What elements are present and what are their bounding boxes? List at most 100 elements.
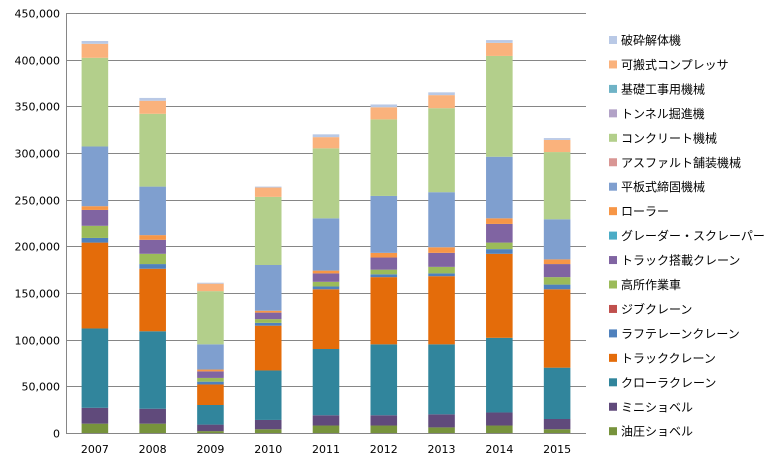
legend-swatch [609,256,617,265]
bar-segment [370,107,398,120]
bar-segment [428,427,455,433]
bar-segment [370,277,398,345]
legend-label: 基礎工事用機械 [621,81,705,96]
bar-segment [486,425,513,433]
bar-segment [543,289,571,368]
legend-label: 油圧ショベル [621,425,693,439]
legend-item: トンネル掘進機 [609,106,705,121]
bar-segment [543,367,571,419]
bar-segment [428,266,455,274]
bar-segment [312,286,340,290]
bar-segment [312,273,340,282]
bar-segment [254,325,282,371]
bar-segment [81,225,109,238]
y-tick-label: 400,000 [15,55,61,68]
bar-segment [370,104,398,108]
legend-swatch [609,84,617,93]
bar-segment [543,277,571,285]
bar-segment [139,408,166,424]
legend-item: ラフテレーンクレーン [609,327,740,341]
bar-segment [139,268,166,332]
bar-segment [486,42,513,56]
y-tick-label: 0 [53,428,60,441]
bar-segment [428,95,455,109]
bar-segment [486,55,513,157]
bar-segment [370,274,398,278]
bar-segment [139,186,166,236]
bar-segment [370,195,398,253]
bar-segment [312,137,340,149]
x-tick-label: 2013 [428,443,456,456]
bar-segment [139,235,166,240]
bar-segment [428,414,455,428]
bar-segment [486,242,513,250]
legend-item: ミニショベル [609,400,693,414]
x-tick-label: 2008 [139,443,167,456]
legend-swatch [609,231,617,240]
bar-segment [254,322,282,326]
legend-item: クローラクレーン [609,376,716,390]
bar-segment [428,192,455,248]
legend-swatch [609,133,617,142]
x-tick-label: 2015 [543,443,571,456]
legend-swatch [609,158,617,167]
bar-segment [197,369,224,372]
bar-segment [197,381,224,385]
x-tick-label: 2012 [370,443,398,456]
bar-segment [197,282,224,284]
legend-item: 破砕解体機 [609,33,681,48]
legend-item: グレーダー・スクレーパー [609,228,765,243]
bar-segment [254,419,282,430]
bar-segment [312,281,340,287]
bar-segment [197,424,224,432]
legend-swatch [609,353,617,362]
legend-swatch [609,36,617,44]
bar-segment [486,253,513,338]
bar-segment [428,247,455,253]
bar-segment [428,252,455,267]
bar-segment [254,265,282,311]
x-tick-label: 2007 [81,443,109,456]
y-tick-label: 100,000 [15,335,61,348]
y-tick-label: 450,000 [15,8,61,21]
bar-segment [370,257,398,270]
legend-swatch [609,427,617,436]
legend-item: トラッククレーン [609,351,716,365]
bar-segment [81,407,109,424]
bar-segment [486,249,513,254]
bar-segment [428,273,455,277]
bar-segment [428,92,455,96]
legend-swatch [609,329,617,338]
bar-segment [428,108,455,193]
bar-segment [312,415,340,426]
bar-segment [312,270,340,274]
bar-segment [139,331,166,409]
bar-segment [197,291,224,345]
legend-label: グレーダー・スクレーパー [621,228,765,243]
y-tick-label: 300,000 [15,148,61,161]
bar-segment [312,218,340,271]
legend-label: ローラー [621,205,669,219]
bar-segment [254,310,282,313]
bar-segment [312,134,340,138]
bar-segment [486,40,513,43]
bar-segment [428,344,455,415]
legend-swatch [609,60,617,69]
legend-item: 油圧ショベル [609,425,693,439]
bar-segment [312,425,340,433]
bar-segment [543,259,571,265]
legend: 破砕解体機可搬式コンプレッサ基礎工事用機械トンネル掘進機コンクリート機械アスファ… [609,33,765,439]
legend-label: トラック搭載クレーン [621,254,740,268]
bar-segment [197,431,224,433]
y-tick-label: 350,000 [15,101,61,114]
bar-segment [543,419,571,430]
bar-segment [81,146,109,207]
y-tick-label: 150,000 [15,288,61,301]
bar-segment [254,312,282,320]
legend-item: コンクリート機械 [609,130,717,145]
bar-segment [543,429,571,433]
bar-segment [370,269,398,275]
bar-segment [139,423,166,433]
bar-segment [139,253,166,265]
